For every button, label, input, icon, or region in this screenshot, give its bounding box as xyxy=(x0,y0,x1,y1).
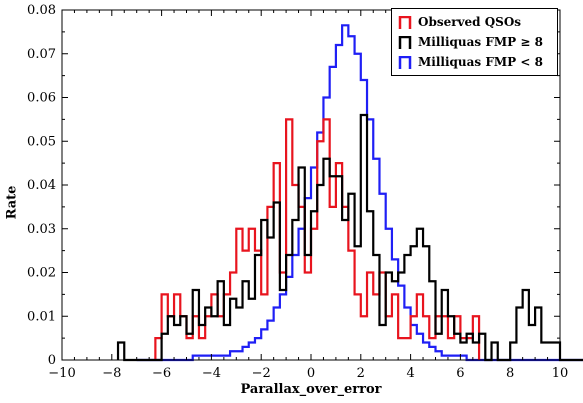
histogram-bin xyxy=(404,255,410,360)
x-tick-label: 6 xyxy=(456,366,464,381)
y-tick-label: 0.08 xyxy=(27,3,56,18)
histogram-bin xyxy=(379,325,385,360)
histogram-bin xyxy=(492,343,498,361)
histogram-bin xyxy=(224,325,230,360)
histogram-bin xyxy=(336,176,342,360)
histogram-bin xyxy=(299,168,305,361)
x-tick-label: 2 xyxy=(357,366,365,381)
legend-label-observed: Observed QSOs xyxy=(418,15,522,29)
x-tick-label: −2 xyxy=(252,366,271,381)
legend-swatch-fmp-lt-8 xyxy=(398,55,412,69)
legend-swatch-observed xyxy=(398,15,412,29)
histogram-bin xyxy=(236,308,242,361)
histogram-bin xyxy=(193,290,199,360)
histogram-bin xyxy=(436,334,442,360)
histogram-bin xyxy=(460,343,466,361)
y-axis-label-wrap: Rate xyxy=(0,185,24,219)
histogram-bin xyxy=(342,220,348,360)
y-tick-label: 0.04 xyxy=(27,178,56,193)
histogram-bin xyxy=(548,343,554,361)
histogram-bin xyxy=(292,220,298,360)
x-tick-label: 0 xyxy=(307,366,315,381)
histogram-bin xyxy=(280,290,286,360)
legend-label-fmp-ge-8: Milliquas FMP ≥ 8 xyxy=(418,35,543,49)
histogram-bin xyxy=(168,316,174,360)
histogram-bin xyxy=(398,273,404,361)
histogram-bin xyxy=(448,316,454,360)
histogram-bin xyxy=(330,176,336,360)
histogram-bin xyxy=(286,255,292,360)
histogram-bin xyxy=(411,246,417,360)
histogram-bin xyxy=(174,325,180,360)
histogram-bin xyxy=(535,308,541,361)
histogram-bin xyxy=(386,273,392,361)
histogram-step-line xyxy=(116,113,583,362)
y-tick-label: 0.05 xyxy=(27,134,56,149)
legend-label-fmp-lt-8: Milliquas FMP < 8 xyxy=(418,55,543,69)
x-tick-label: −10 xyxy=(48,366,75,381)
histogram-bin xyxy=(317,185,323,360)
histogram-bin xyxy=(205,308,211,361)
histogram-bin xyxy=(230,299,236,360)
histogram-bin xyxy=(187,334,193,360)
histogram-bin xyxy=(243,281,249,360)
x-axis-label: Parallax_over_error xyxy=(240,382,382,397)
histogram-bin xyxy=(311,211,317,360)
histogram-bin xyxy=(529,325,535,360)
x-tick-label: 10 xyxy=(552,366,569,381)
x-tick-label: 8 xyxy=(506,366,514,381)
y-tick-label: 0.02 xyxy=(27,266,56,281)
histogram-bin xyxy=(423,246,429,360)
y-tick-label: 0.01 xyxy=(27,309,56,324)
histogram-bin xyxy=(473,343,479,361)
histogram-bin xyxy=(305,255,311,360)
histogram-bin xyxy=(373,255,379,360)
histogram-bin xyxy=(162,334,168,360)
y-tick-label: 0.03 xyxy=(27,222,56,237)
legend-entry-fmp-ge-8: Milliquas FMP ≥ 8 xyxy=(398,32,551,52)
y-tick-label: 0.07 xyxy=(27,47,56,62)
histogram-bin xyxy=(199,325,205,360)
histogram-bin xyxy=(467,334,473,360)
x-tick-label: 4 xyxy=(406,366,414,381)
histogram-bin xyxy=(218,281,224,360)
histogram-bin xyxy=(267,238,273,361)
histogram-bin xyxy=(367,211,373,360)
histogram-bin xyxy=(255,255,261,360)
histogram-bin xyxy=(554,343,560,361)
histogram-bin xyxy=(211,316,217,360)
histogram-bin xyxy=(261,220,267,360)
histogram-bin xyxy=(392,281,398,360)
histogram-bin xyxy=(180,316,186,360)
histogram-bin xyxy=(523,290,529,360)
y-axis-label: Rate xyxy=(4,185,20,219)
histogram-bin xyxy=(355,246,361,360)
histogram-bin xyxy=(274,203,280,361)
histogram-bin xyxy=(118,343,124,361)
histogram-bin xyxy=(454,334,460,360)
x-tick-label: −8 xyxy=(102,366,121,381)
histogram-bin xyxy=(541,343,547,361)
histogram-bin xyxy=(323,159,329,360)
histogram-bin xyxy=(348,194,354,360)
histogram-bin xyxy=(249,299,255,360)
axis-ticks: −10 −8 −6 −4 −2 0 2 4 6 8 10 0 0.01 0.02 0.03 0.04 0.05 0… xyxy=(27,3,568,381)
y-tick-label: 0.06 xyxy=(27,91,56,106)
y-tick-label: 0 xyxy=(48,353,56,368)
histogram-bin xyxy=(442,290,448,360)
histogram-bin xyxy=(417,229,423,360)
histogram-bin xyxy=(510,343,516,361)
legend: Observed QSOs Milliquas FMP ≥ 8 Milliqua… xyxy=(391,8,558,76)
histogram-bin xyxy=(361,115,367,360)
x-tick-label: −6 xyxy=(152,366,171,381)
histogram-bin xyxy=(516,308,522,361)
legend-entry-observed: Observed QSOs xyxy=(398,12,551,32)
x-tick-label: −4 xyxy=(202,366,221,381)
legend-entry-fmp-lt-8: Milliquas FMP < 8 xyxy=(398,52,551,72)
series-1 xyxy=(116,113,583,362)
histogram-bin xyxy=(429,281,435,360)
histogram-bin xyxy=(479,334,485,360)
legend-swatch-fmp-ge-8 xyxy=(398,35,412,49)
